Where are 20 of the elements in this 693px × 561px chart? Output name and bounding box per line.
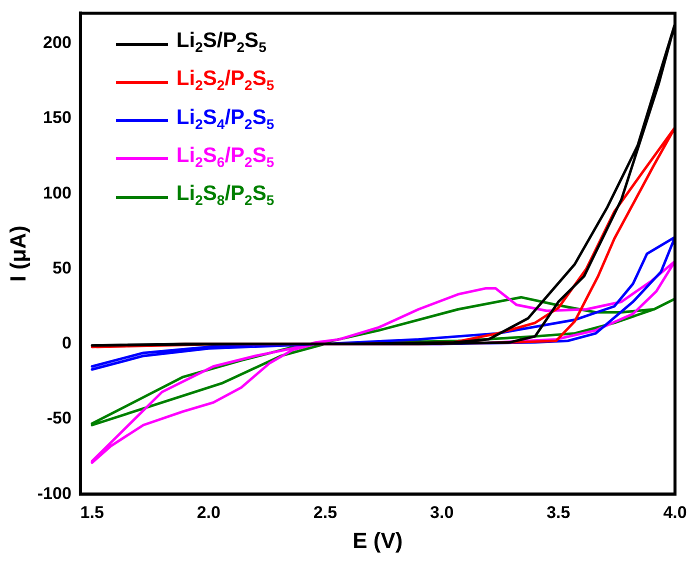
legend-label: Li$_{2}$S$_{6}$/P$_{2}$S$_{5}$	[176, 142, 274, 172]
x-tick-label: 2.0	[196, 503, 220, 522]
y-tick-label: -100	[37, 484, 72, 503]
x-axis-title: E (V)	[352, 528, 403, 553]
x-tick-label: 4.0	[663, 503, 687, 522]
x-tick-label: 2.5	[313, 503, 338, 522]
x-tick-label: 3.0	[430, 503, 454, 522]
y-tick-label: 100	[43, 183, 72, 202]
legend-label: Li$_{2}$S$_{8}$/P$_{2}$S$_{5}$	[176, 180, 274, 210]
y-tick-label: 200	[43, 32, 72, 52]
legend-label: Li$_{2}$S$_{4}$/P$_{2}$S$_{5}$	[176, 104, 274, 134]
x-tick-label: 3.5	[546, 503, 570, 522]
y-tick-label: -50	[46, 408, 72, 428]
y-tick-label: 50	[52, 258, 72, 278]
legend-label: Li$_{2}$S/P$_{2}$S$_{5}$	[176, 28, 266, 58]
y-tick-label: 150	[43, 108, 72, 128]
x-tick-label: 1.5	[80, 503, 104, 522]
y-tick-label: 0	[62, 334, 72, 353]
y-axis-title: I (μA)	[5, 226, 30, 282]
legend-label: Li$_{2}$S$_{2}$/P$_{2}$S$_{5}$	[176, 66, 274, 96]
